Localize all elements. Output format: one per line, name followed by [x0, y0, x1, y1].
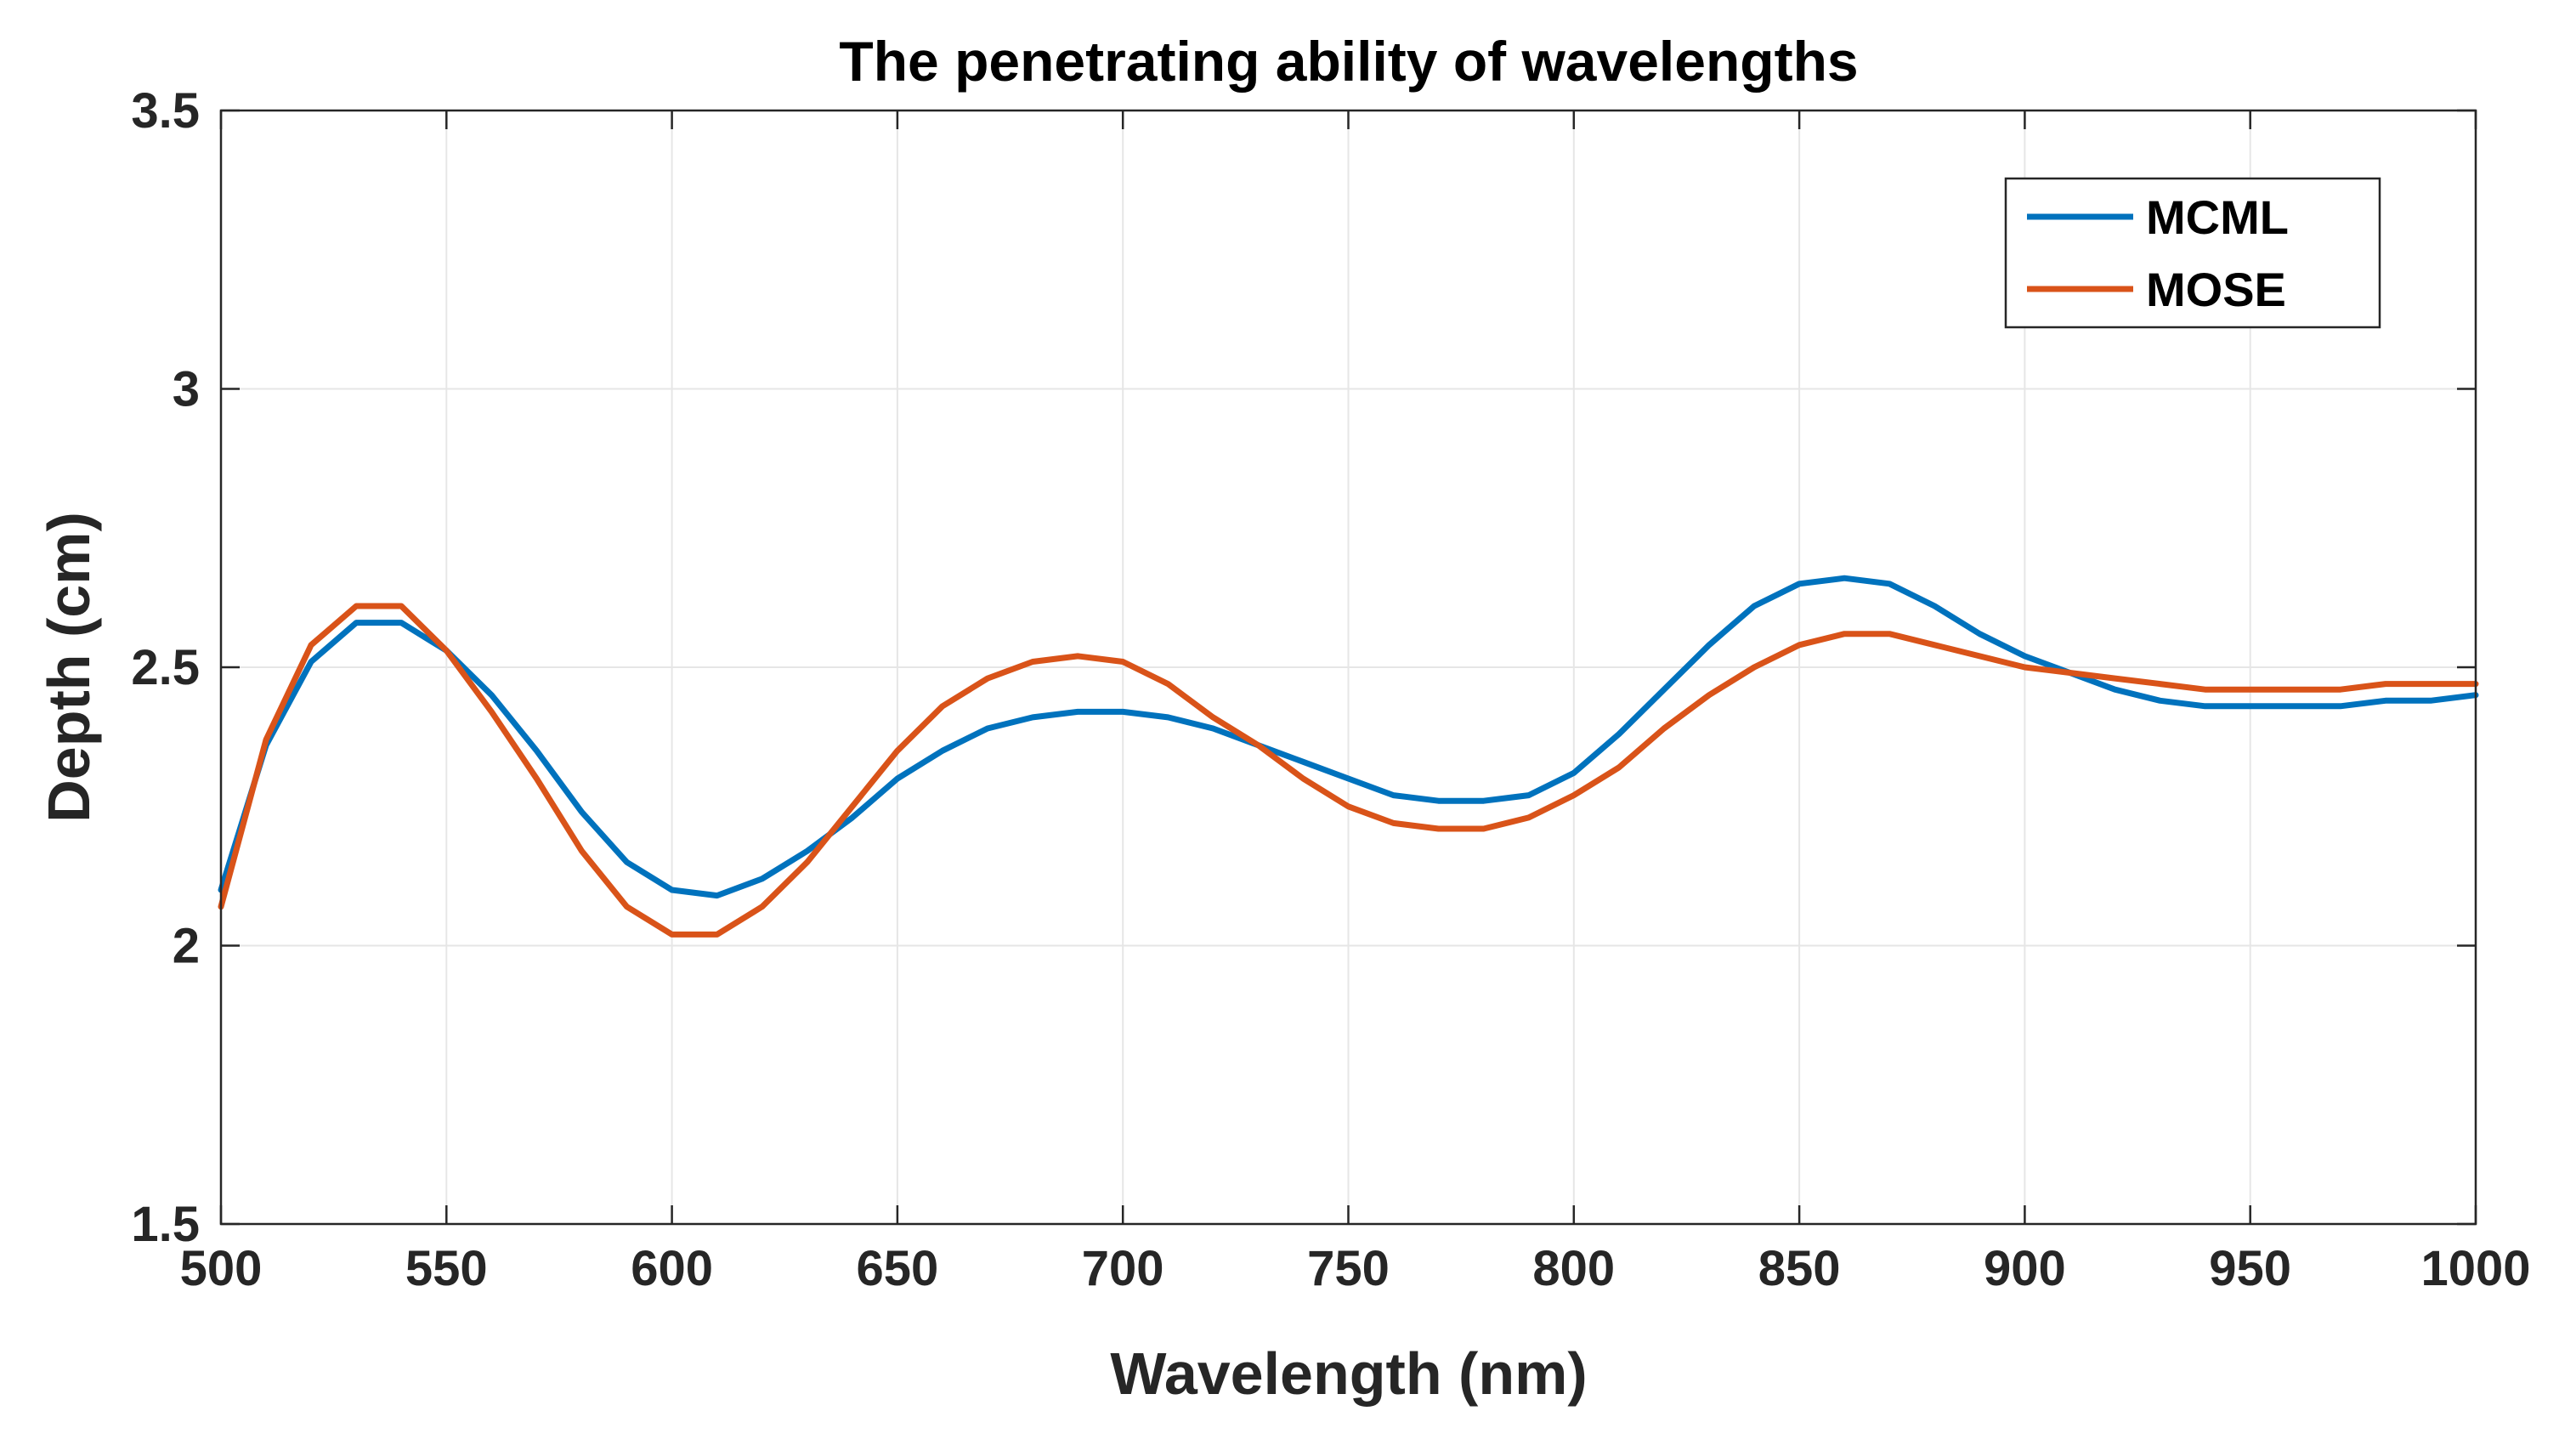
legend: MCML MOSE [2004, 177, 2381, 329]
legend-box [2004, 177, 2381, 329]
series-lines [218, 575, 2479, 938]
series-line-mose [218, 603, 2479, 938]
x-tick-label: 650 [857, 1241, 939, 1296]
y-tick-label: 1.5 [131, 1197, 200, 1252]
chart-title: The penetrating ability of wavelengths [839, 30, 1858, 93]
y-tick-labels: 1.5 2 2.5 3 3.5 [131, 83, 200, 1252]
x-tick-label: 850 [1758, 1241, 1841, 1296]
y-tick-label: 2 [173, 919, 200, 974]
x-tick-label: 700 [1082, 1241, 1164, 1296]
x-tick-label: 1000 [2420, 1241, 2530, 1296]
legend-label-mcml: MCML [2146, 190, 2289, 244]
x-axis-title: Wavelength (nm) [1110, 1340, 1587, 1407]
x-tick-label: 900 [1984, 1241, 2066, 1296]
x-tick-labels: 500 550 600 650 700 750 800 850 900 950 1000 [180, 1241, 2531, 1296]
y-tick-label: 2.5 [131, 640, 200, 695]
axis-ticks [219, 109, 2477, 1226]
legend-label-mose: MOSE [2146, 263, 2286, 316]
x-tick-label: 950 [2209, 1241, 2291, 1296]
x-tick-label: 750 [1307, 1241, 1390, 1296]
x-tick-label: 600 [631, 1241, 713, 1296]
y-tick-label: 3 [173, 362, 200, 417]
x-tick-label: 550 [405, 1241, 488, 1296]
x-tick-label: 800 [1532, 1241, 1615, 1296]
series-line-mcml [218, 575, 2479, 899]
y-axis-title: Depth (cm) [36, 512, 102, 823]
y-tick-label: 3.5 [131, 83, 200, 139]
x-tick-label: 500 [180, 1241, 263, 1296]
